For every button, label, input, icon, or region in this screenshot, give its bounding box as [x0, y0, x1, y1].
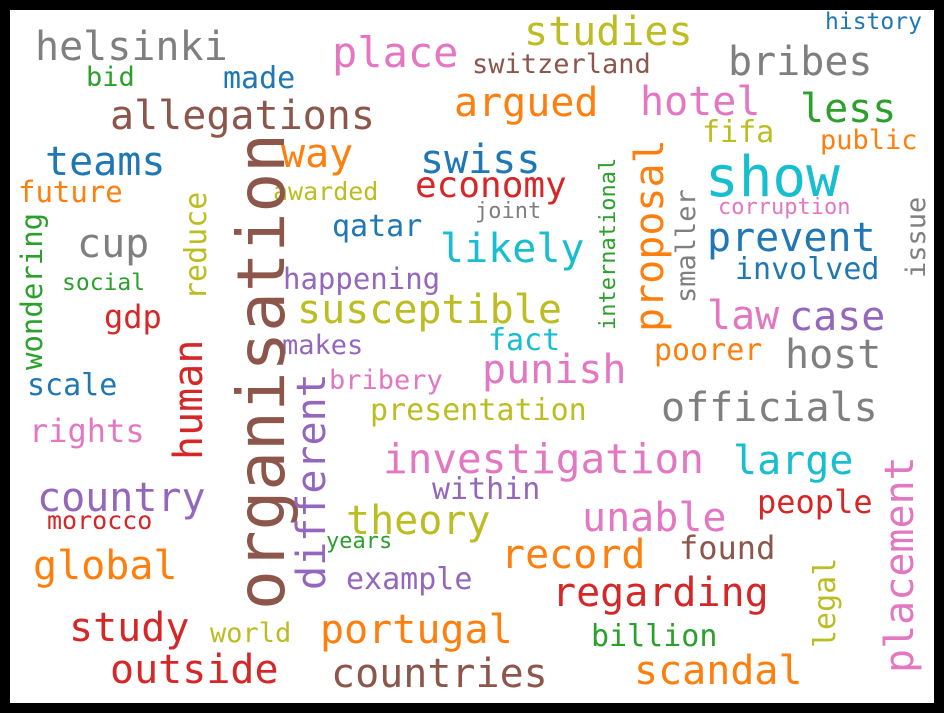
- word: place: [332, 28, 459, 77]
- word: legal: [808, 557, 843, 648]
- word: global: [33, 543, 178, 589]
- word-cloud: helsinki place studies history switzerla…: [10, 10, 934, 703]
- word: rights: [29, 412, 145, 450]
- word: people: [757, 483, 873, 521]
- word: bid: [86, 62, 135, 93]
- word: scandal: [634, 648, 803, 694]
- word: involved: [735, 252, 880, 287]
- word: fact: [488, 323, 561, 358]
- word: years: [326, 529, 393, 554]
- word: large: [733, 438, 854, 484]
- word: human: [166, 339, 212, 460]
- word: host: [785, 332, 882, 378]
- word: makes: [282, 330, 364, 361]
- word: wondering: [15, 212, 49, 370]
- word: portugal: [320, 607, 513, 653]
- word: international: [596, 157, 621, 330]
- word: outside: [110, 647, 279, 693]
- word: presentation: [370, 393, 587, 428]
- word: morocco: [47, 506, 153, 535]
- word: within: [432, 472, 541, 507]
- word: countries: [331, 651, 548, 697]
- word: bribes: [728, 39, 873, 85]
- word: made: [223, 61, 296, 96]
- word: proposal: [627, 139, 673, 332]
- word: world: [210, 618, 292, 649]
- word: record: [501, 532, 646, 578]
- word: show: [705, 145, 840, 210]
- word: study: [69, 605, 190, 651]
- word: unable: [582, 495, 727, 541]
- word: qatar: [332, 209, 423, 244]
- word: theory: [346, 498, 491, 544]
- word: argued: [454, 80, 599, 126]
- word: placement: [877, 456, 923, 673]
- word: teams: [45, 139, 166, 185]
- word: awarded: [273, 177, 379, 206]
- word: helsinki: [35, 24, 228, 70]
- word: history: [825, 10, 922, 35]
- word: investigation: [383, 435, 704, 483]
- word: example: [346, 562, 473, 597]
- word: way: [281, 131, 354, 177]
- word: poorer: [654, 333, 763, 368]
- word: allegations: [110, 93, 375, 139]
- word: different: [289, 373, 335, 590]
- word: scale: [27, 368, 118, 403]
- word: future: [18, 175, 123, 209]
- word: economy: [415, 165, 567, 206]
- word: regarding: [552, 570, 769, 616]
- word: gdp: [104, 298, 162, 336]
- word: hotel: [640, 79, 761, 125]
- word: issue: [901, 196, 932, 278]
- word: swiss: [420, 137, 541, 183]
- word: cup: [77, 221, 150, 267]
- word: organisation: [223, 133, 300, 610]
- word: officials: [661, 385, 878, 431]
- word: happening: [283, 262, 441, 296]
- word: social: [62, 270, 146, 296]
- word: studies: [524, 10, 693, 55]
- word: switzerland: [472, 49, 651, 80]
- word: less: [800, 86, 897, 132]
- word: punish: [482, 347, 627, 393]
- word: billion: [591, 619, 718, 654]
- word: case: [789, 294, 886, 340]
- word: likely: [440, 226, 585, 272]
- word: law: [707, 293, 780, 339]
- word: prevent: [707, 215, 876, 261]
- word: fifa: [702, 115, 775, 150]
- word: country: [37, 475, 206, 521]
- word: reduce: [179, 191, 214, 300]
- word: smaller: [671, 189, 702, 303]
- word: joint: [475, 199, 542, 224]
- word: susceptible: [297, 287, 562, 333]
- word: found: [679, 529, 776, 567]
- word: bribery: [329, 365, 443, 396]
- word: public: [820, 125, 918, 156]
- word: corruption: [718, 195, 851, 220]
